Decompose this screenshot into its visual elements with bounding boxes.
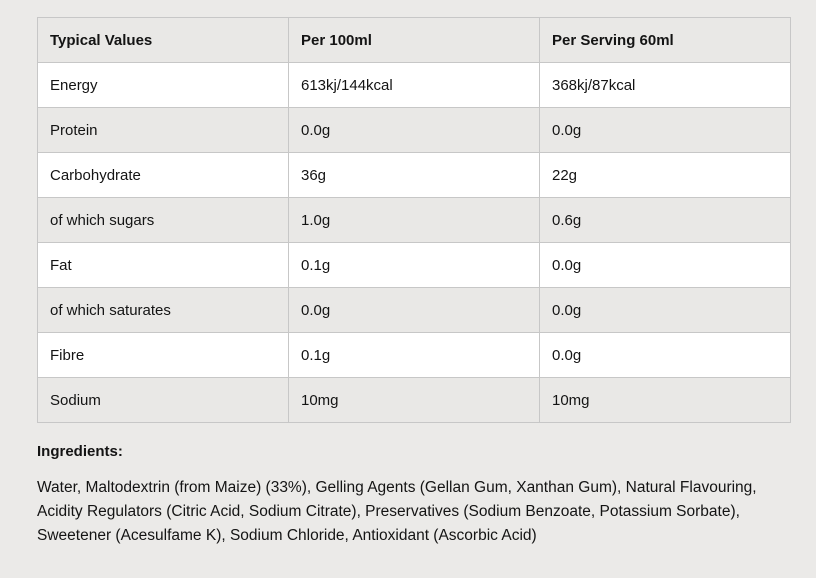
nutrition-label-page: Typical Values Per 100ml Per Serving 60m…	[37, 17, 793, 548]
nutrition-table-head: Typical Values Per 100ml Per Serving 60m…	[37, 17, 791, 63]
per-100ml-cell: 0.1g	[288, 332, 540, 378]
per-100ml-cell: 0.0g	[288, 107, 540, 153]
col-header-per-100ml: Per 100ml	[288, 17, 540, 63]
row-label-cell: of which sugars	[37, 197, 289, 243]
per-serving-cell: 0.0g	[539, 332, 791, 378]
per-100ml-cell: 0.0g	[288, 287, 540, 333]
nutrition-table: Typical Values Per 100ml Per Serving 60m…	[37, 17, 791, 423]
per-serving-cell: 368kj/87kcal	[539, 62, 791, 108]
per-serving-cell: 0.0g	[539, 242, 791, 288]
table-row: Carbohydrate 36g 22g	[37, 152, 791, 198]
nutrition-table-body: Energy 613kj/144kcal 368kj/87kcal Protein 0.…	[37, 62, 791, 423]
row-label-cell: Fat	[37, 242, 289, 288]
per-100ml-cell: 1.0g	[288, 197, 540, 243]
row-label-cell: Protein	[37, 107, 289, 153]
table-row: Sodium 10mg 10mg	[37, 377, 791, 423]
table-row: Protein 0.0g 0.0g	[37, 107, 791, 153]
per-100ml-cell: 36g	[288, 152, 540, 198]
per-serving-cell: 0.0g	[539, 107, 791, 153]
per-serving-cell: 10mg	[539, 377, 791, 423]
table-row: of which saturates 0.0g 0.0g	[37, 287, 791, 333]
row-label-cell: Carbohydrate	[37, 152, 289, 198]
per-serving-cell: 0.0g	[539, 287, 791, 333]
per-100ml-cell: 613kj/144kcal	[288, 62, 540, 108]
ingredients-section: Ingredients: Water, Maltodextrin (from M…	[37, 443, 793, 548]
ingredients-text: Water, Maltodextrin (from Maize) (33%), …	[37, 479, 757, 544]
row-label-cell: of which saturates	[37, 287, 289, 333]
col-header-per-serving-60ml: Per Serving 60ml	[539, 17, 791, 63]
per-serving-cell: 22g	[539, 152, 791, 198]
row-label-cell: Fibre	[37, 332, 289, 378]
ingredients-heading: Ingredients:	[37, 443, 123, 460]
col-header-typical-values: Typical Values	[37, 17, 289, 63]
per-100ml-cell: 10mg	[288, 377, 540, 423]
row-label-cell: Energy	[37, 62, 289, 108]
per-100ml-cell: 0.1g	[288, 242, 540, 288]
table-header-row: Typical Values Per 100ml Per Serving 60m…	[37, 17, 791, 63]
table-row: of which sugars 1.0g 0.6g	[37, 197, 791, 243]
table-row: Fat 0.1g 0.0g	[37, 242, 791, 288]
per-serving-cell: 0.6g	[539, 197, 791, 243]
table-row: Energy 613kj/144kcal 368kj/87kcal	[37, 62, 791, 108]
table-row: Fibre 0.1g 0.0g	[37, 332, 791, 378]
row-label-cell: Sodium	[37, 377, 289, 423]
